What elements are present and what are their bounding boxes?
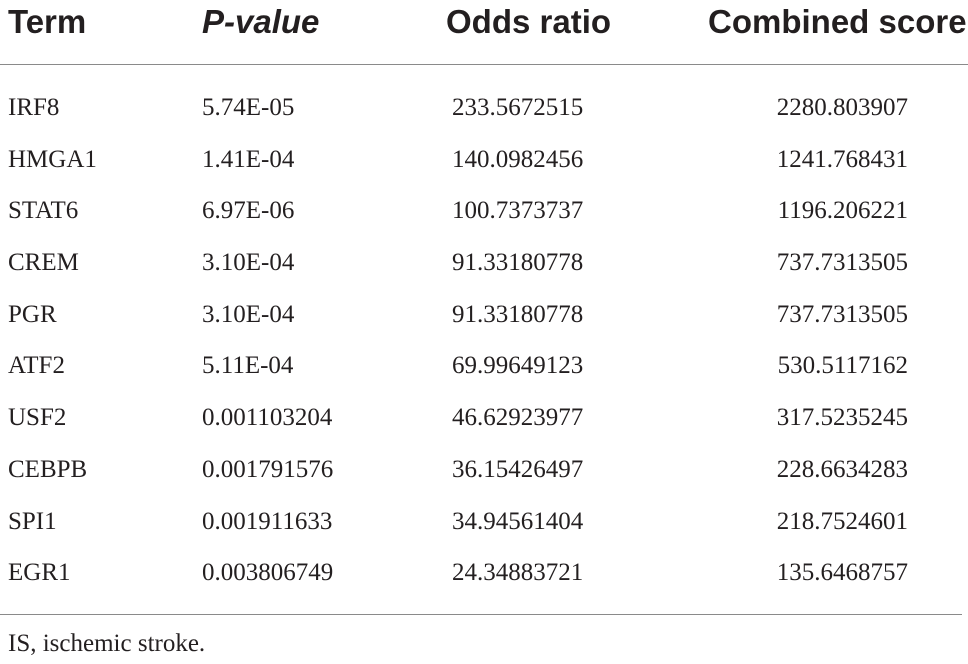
- cell-term: STAT6: [8, 197, 79, 225]
- table-row: STAT6 6.97E-06 100.7373737 1196.206221: [0, 185, 968, 237]
- cell-combined-score: 737.7313505: [776, 249, 908, 277]
- table-row: CEBPB 0.001791576 36.15426497 228.663428…: [0, 444, 968, 496]
- cell-combined-score: 228.6634283: [776, 455, 908, 483]
- table-row: EGR1 0.003806749 24.34883721 135.6468757: [0, 547, 968, 599]
- cell-odds-ratio: 24.34883721: [452, 559, 584, 587]
- header-combined-score: Combined score: [708, 3, 967, 40]
- cell-p-value: 5.11E-04: [202, 352, 294, 380]
- cell-term: IRF8: [8, 94, 60, 121]
- cell-combined-score: 737.7313505: [776, 300, 908, 328]
- cell-term: CREM: [8, 249, 79, 277]
- cell-odds-ratio: 100.7373737: [452, 197, 584, 225]
- table-body: IRF8 5.74E-05 233.5672515 2280.803907 HM…: [0, 82, 968, 599]
- cell-odds-ratio: 36.15426497: [452, 455, 584, 483]
- cell-odds-ratio: 91.33180778: [452, 249, 584, 277]
- table-bottom-rule: [0, 614, 962, 615]
- cell-p-value: 3.10E-04: [202, 300, 295, 328]
- cell-p-value: 0.001791576: [202, 455, 334, 483]
- cell-p-value: 0.001103204: [202, 404, 333, 432]
- enrichment-table: Term P-value Odds ratio Combined score I…: [0, 0, 968, 586]
- cell-combined-score: 317.5235245: [776, 404, 908, 432]
- cell-combined-score: 1241.768431: [776, 145, 908, 173]
- cell-p-value: 6.97E-06: [202, 197, 295, 225]
- table-row: HMGA1 1.41E-04 140.0982456 1241.768431: [0, 134, 968, 186]
- cell-p-value: 0.003806749: [202, 559, 334, 587]
- cell-p-value: 0.001911633: [202, 507, 333, 535]
- cell-combined-score: 135.6468757: [776, 559, 908, 587]
- cell-p-value: 5.74E-05: [202, 94, 295, 121]
- cell-term: CEBPB: [8, 455, 88, 483]
- cell-combined-score: 2280.803907: [776, 94, 908, 121]
- table-row: PGR 3.10E-04 91.33180778 737.7313505: [0, 289, 968, 341]
- cell-odds-ratio: 46.62923977: [452, 404, 584, 432]
- table-header-row: Term P-value Odds ratio Combined score: [0, 0, 968, 65]
- cell-combined-score: 218.7524601: [776, 507, 908, 535]
- cell-term: ATF2: [8, 352, 65, 380]
- cell-term: SPI1: [8, 507, 57, 535]
- table-row: IRF8 5.74E-05 233.5672515 2280.803907: [0, 82, 968, 134]
- cell-odds-ratio: 140.0982456: [452, 145, 584, 173]
- cell-p-value: 1.41E-04: [202, 145, 295, 173]
- header-odds-ratio: Odds ratio: [446, 3, 612, 40]
- cell-term: USF2: [8, 404, 67, 432]
- cell-term: EGR1: [8, 559, 71, 587]
- header-p-value: P-value: [202, 3, 320, 40]
- header-term: Term: [8, 3, 87, 40]
- cell-p-value: 3.10E-04: [202, 249, 295, 277]
- cell-odds-ratio: 34.94561404: [452, 507, 584, 535]
- cell-combined-score: 1196.206221: [777, 197, 908, 225]
- cell-combined-score: 530.5117162: [777, 352, 908, 380]
- cell-odds-ratio: 233.5672515: [452, 94, 584, 121]
- table-row: CREM 3.10E-04 91.33180778 737.7313505: [0, 237, 968, 289]
- cell-odds-ratio: 91.33180778: [452, 300, 584, 328]
- table-row: ATF2 5.11E-04 69.99649123 530.5117162: [0, 340, 968, 392]
- table-footnote: IS, ischemic stroke.: [8, 630, 206, 657]
- table-row: USF2 0.001103204 46.62923977 317.5235245: [0, 392, 968, 444]
- cell-term: PGR: [8, 300, 57, 328]
- cell-odds-ratio: 69.99649123: [452, 352, 584, 380]
- cell-term: HMGA1: [8, 145, 97, 173]
- table-row: SPI1 0.001911633 34.94561404 218.7524601: [0, 496, 968, 548]
